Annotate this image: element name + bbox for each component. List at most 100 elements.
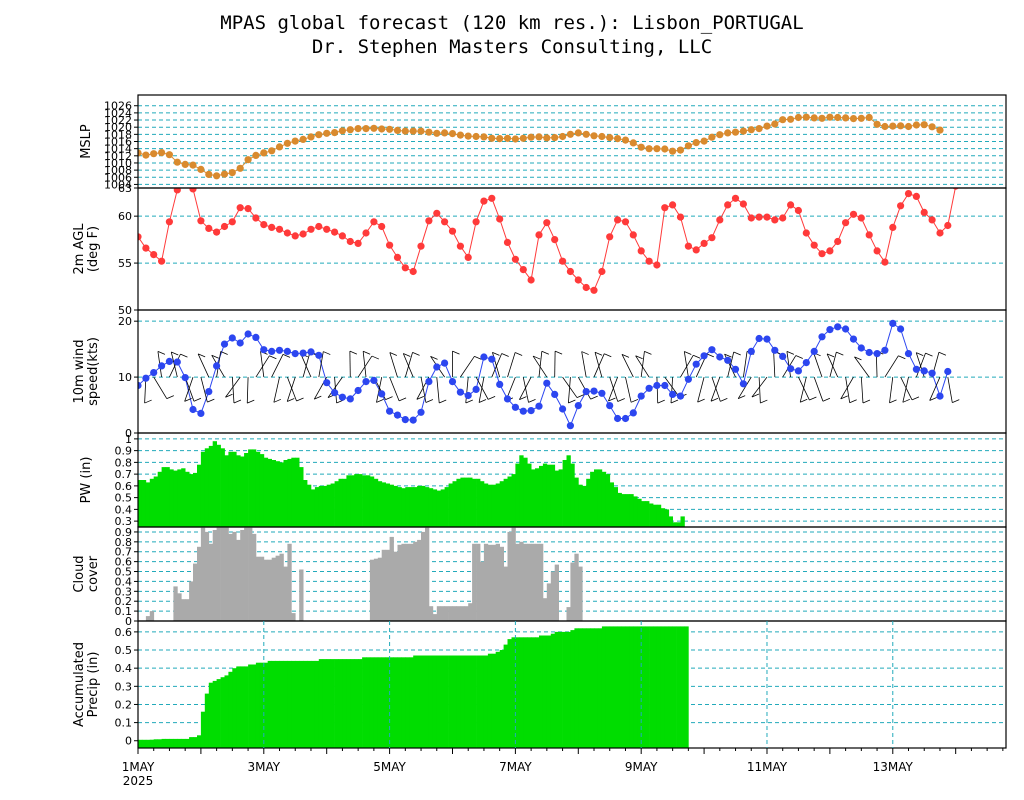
- precip-bar: [228, 671, 233, 748]
- temp-point: [629, 231, 637, 239]
- precip-bar: [448, 655, 453, 748]
- precip-ylabel: Precip (in): [86, 652, 101, 718]
- wind-barb: [609, 376, 619, 402]
- mslp-point: [684, 142, 693, 150]
- pw-bar: [173, 470, 178, 527]
- cloud-bar: [554, 564, 559, 621]
- cloud-ytick-label: 0.4: [115, 575, 133, 588]
- wind-barb-feather: [697, 398, 705, 403]
- wind-barb-feather: [760, 399, 768, 404]
- mslp-point: [873, 120, 881, 128]
- wind-barb: [593, 353, 605, 378]
- pw-bar: [656, 504, 662, 527]
- wind-barb: [231, 377, 235, 404]
- mslp-point: [370, 124, 378, 132]
- mslp-point: [511, 135, 519, 143]
- temp-point: [220, 222, 229, 231]
- temp-point: [150, 251, 158, 259]
- pw-bar: [432, 489, 438, 527]
- x-tick-label: 1MAY: [122, 760, 155, 774]
- pw-bar: [601, 471, 607, 527]
- temp-ytick-label: 63: [118, 182, 132, 195]
- mslp-ytick-label: 1022: [104, 114, 132, 127]
- pw-series: [138, 441, 685, 527]
- wind-barb-feather: [952, 399, 960, 403]
- mslp-point: [802, 113, 810, 121]
- mslp-point: [810, 114, 818, 122]
- cloud-bar: [566, 607, 571, 621]
- wind-point: [346, 395, 354, 403]
- wind-point: [315, 351, 323, 359]
- precip-bar: [495, 651, 500, 748]
- pw-bar: [401, 488, 406, 527]
- x-tick-sublabel: 2025: [123, 774, 154, 788]
- precip-bar: [491, 653, 497, 748]
- cloud-bar: [421, 531, 426, 621]
- precip-panel: 0 0.1 0.2 0.3 0.4 0.5 0.6 Accumulated Precip (in…: [72, 620, 1007, 749]
- wind-barb-feather: [247, 399, 255, 404]
- temp-point: [315, 222, 323, 231]
- cloud-bar: [181, 599, 186, 621]
- precip-bar: [421, 655, 426, 748]
- pw-bar: [609, 482, 614, 527]
- wind-barb-feather: [911, 396, 920, 401]
- x-tick-label: 5MAY: [373, 760, 406, 774]
- wind-barb: [287, 376, 297, 402]
- precip-bar: [263, 662, 269, 748]
- temp-point: [881, 258, 889, 266]
- precip-bar: [562, 631, 567, 748]
- wind-barb: [947, 377, 953, 403]
- wind-barb: [727, 351, 735, 378]
- precip-bar: [369, 657, 375, 748]
- temp-ytick-label: 60: [118, 210, 132, 223]
- precip-bar: [578, 628, 583, 748]
- precip-bar: [425, 655, 430, 748]
- pw-ytick-label: 0.7: [115, 468, 133, 481]
- mslp-point: [559, 132, 567, 141]
- mslp-panel: 1004100610081010101210141016101810201022…: [79, 94, 1007, 191]
- precip-bar: [200, 711, 206, 748]
- cloud-bar: [491, 544, 497, 621]
- wind-point: [559, 405, 567, 413]
- pw-bar: [653, 504, 658, 527]
- mslp-point: [716, 131, 724, 139]
- precip-bar: [271, 660, 276, 748]
- wind-barb: [711, 376, 721, 402]
- precip-bar: [597, 628, 603, 748]
- temp-point: [810, 241, 818, 249]
- wind-barb-feather: [657, 399, 665, 404]
- pw-bar: [649, 503, 654, 527]
- pw-bar: [405, 487, 410, 527]
- wind-barb: [465, 377, 469, 403]
- precip-bar: [601, 626, 607, 748]
- cloud-ytick-label: 0.3: [115, 585, 133, 598]
- cloud-bar: [259, 556, 265, 621]
- wind-point: [393, 411, 402, 419]
- cloud-bar: [464, 606, 469, 621]
- precip-bar: [385, 657, 390, 748]
- temp-point: [228, 218, 236, 226]
- pw-bar: [594, 469, 599, 527]
- pw-bar: [275, 461, 280, 527]
- cloud-bar: [189, 581, 194, 621]
- wind-barb: [273, 377, 280, 403]
- precip-bar: [684, 626, 689, 748]
- pw-bar: [499, 481, 504, 527]
- wind-barb: [813, 376, 824, 402]
- precip-bar: [499, 650, 504, 748]
- precip-bar: [377, 657, 383, 748]
- pw-bar: [476, 478, 481, 527]
- pw-bar: [236, 455, 241, 527]
- cloud-bar: [373, 558, 379, 621]
- temp-point: [401, 264, 409, 272]
- wind-barb: [153, 376, 168, 399]
- temp-point: [142, 244, 150, 252]
- precip-bar: [550, 633, 556, 748]
- wind-point: [928, 369, 936, 377]
- wind-barb-feather: [862, 399, 871, 404]
- pw-bar: [204, 448, 210, 527]
- wind-barb: [507, 352, 516, 378]
- wind-barb-feather: [452, 350, 460, 355]
- temp-point: [543, 219, 551, 227]
- pw-panel: 0.30.40.50.60.70.80.91 PW (in): [79, 432, 1007, 528]
